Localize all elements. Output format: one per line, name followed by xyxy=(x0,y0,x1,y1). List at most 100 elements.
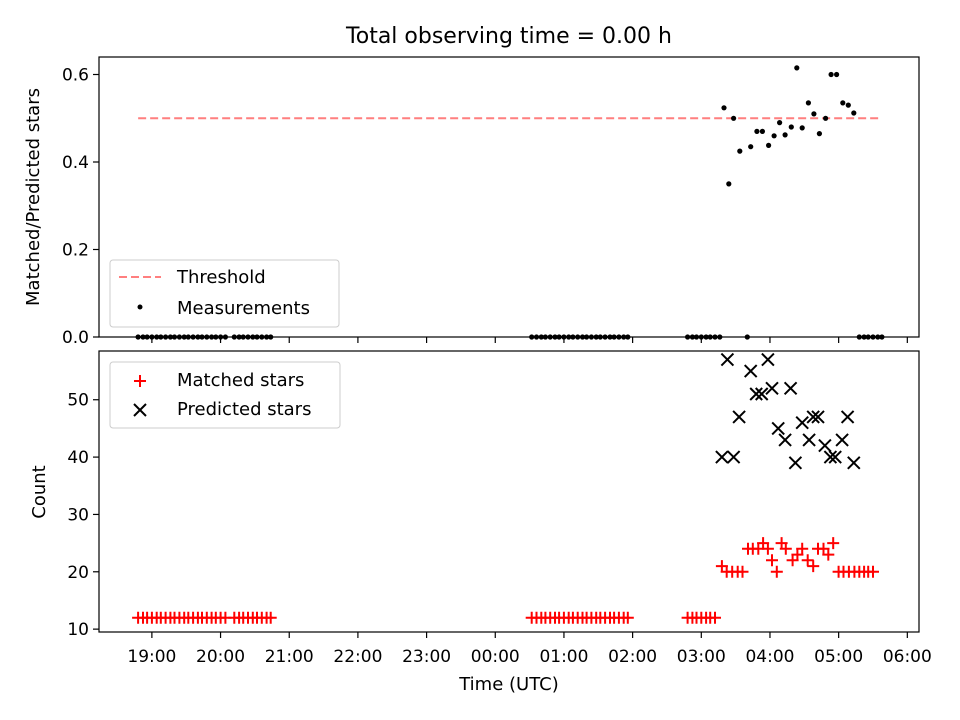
top-y-tick-label: 0.6 xyxy=(62,66,89,86)
predicted-star-point xyxy=(754,387,769,401)
bottom-y-tick-label: 20 xyxy=(67,563,89,583)
predicted-star-point xyxy=(761,352,775,367)
predicted-star-point xyxy=(783,381,798,396)
measurement-point xyxy=(834,71,840,78)
predicted-star-point xyxy=(818,438,832,453)
predicted-star-point xyxy=(749,387,763,401)
measurement-point xyxy=(726,181,732,187)
matched-star-point xyxy=(264,611,277,624)
matched-star-point xyxy=(801,554,814,567)
matched-star-point xyxy=(709,611,721,624)
bottom-y-tick-label: 30 xyxy=(67,505,89,525)
top-x-ticks xyxy=(151,337,908,343)
bottom-y-tick-label: 10 xyxy=(67,620,89,640)
x-tick-label: 19:00 xyxy=(127,647,176,667)
x-tick-label: 00:00 xyxy=(471,647,520,667)
x-tick-label: 02:00 xyxy=(608,647,657,667)
measurement-point xyxy=(777,120,783,126)
measurement-point xyxy=(748,144,754,150)
matched-star-point xyxy=(796,542,809,555)
measurement-point xyxy=(771,133,777,139)
x-tick-label: 22:00 xyxy=(333,647,382,667)
measurement-point xyxy=(754,128,760,134)
matched-legend-label: Matched stars xyxy=(177,370,304,391)
matched-star-point xyxy=(827,537,840,550)
predicted-star-point xyxy=(720,352,735,367)
top-y-tick-label: 0.0 xyxy=(62,328,89,348)
top-y-tick-label: 0.4 xyxy=(62,153,89,173)
predicted-star-point xyxy=(811,410,825,424)
matched-legend-swatch xyxy=(134,375,146,387)
matched-star-point xyxy=(621,611,634,624)
measurements-legend-swatch xyxy=(137,304,143,310)
predicted-legend-swatch xyxy=(133,403,147,417)
predicted-star-point xyxy=(732,410,746,424)
bottom-legend-box xyxy=(109,361,341,429)
measurement-point xyxy=(851,110,857,116)
ratio-panel: 0.0 0.2 0.4 0.6 Matched/Predicted stars Thr… xyxy=(23,56,920,348)
predicted-star-point xyxy=(835,433,849,447)
measurement-point xyxy=(731,115,737,121)
counts-panel: 10 20 30 40 50 19:00 20:00 21:00 22:00 23:00 00:0… xyxy=(29,351,932,667)
measurement-point xyxy=(794,65,800,71)
measurement-point xyxy=(788,124,794,130)
matched-star-point xyxy=(766,554,778,567)
measurement-point xyxy=(782,132,788,138)
x-tick-label: 03:00 xyxy=(677,647,726,667)
predicted-star-point xyxy=(828,450,842,464)
x-tick-label: 04:00 xyxy=(745,647,794,667)
matched-star-point xyxy=(761,542,774,555)
x-tick-label: 21:00 xyxy=(265,647,314,667)
top-ylabel: Matched/Predicted stars xyxy=(23,88,44,306)
matched-star-point xyxy=(736,565,749,578)
predicted-star-point xyxy=(840,410,855,424)
x-tick-label: 05:00 xyxy=(814,647,863,667)
top-axes-frame xyxy=(98,56,920,338)
measurement-point xyxy=(823,115,829,121)
predicted-star-point xyxy=(715,450,729,464)
measurement-point xyxy=(816,131,823,137)
x-tick-label: 23:00 xyxy=(402,647,451,667)
predicted-legend-label: Predicted stars xyxy=(177,399,311,420)
predicted-star-point xyxy=(743,364,758,378)
measurement-point xyxy=(759,128,766,134)
threshold-legend-label: Threshold xyxy=(176,267,266,288)
measurement-point xyxy=(845,102,851,108)
measurement-point xyxy=(828,71,834,78)
predicted-star-point xyxy=(765,381,779,396)
bottom-ylabel: Count xyxy=(29,465,50,518)
matched-star-point xyxy=(807,560,820,573)
predicted-star-point xyxy=(847,456,861,470)
chart-title: Total observing time = 0.00 h xyxy=(345,24,672,49)
top-y-ticks: 0.0 0.2 0.4 0.6 xyxy=(62,66,99,348)
top-marks xyxy=(135,65,885,340)
predicted-star-point xyxy=(795,415,809,430)
top-legend-box xyxy=(109,259,340,328)
predicted-star-point xyxy=(802,433,816,447)
bottom-marks xyxy=(132,354,879,624)
measurements-legend-label: Measurements xyxy=(177,298,310,319)
top-y-tick-label: 0.2 xyxy=(62,241,89,261)
predicted-star-point xyxy=(806,410,820,424)
x-tick-label: 01:00 xyxy=(539,647,588,667)
measurement-point xyxy=(799,125,805,131)
measurement-point xyxy=(737,148,743,154)
measurement-point xyxy=(721,105,727,111)
bottom-legend: Matched stars Predicted stars xyxy=(109,361,341,429)
bottom-y-tick-label: 40 xyxy=(67,448,89,468)
predicted-star-point xyxy=(771,421,785,436)
x-tick-label: 20:00 xyxy=(196,647,245,667)
x-axis-label: Time (UTC) xyxy=(458,674,559,695)
bottom-y-tick-label: 50 xyxy=(67,391,89,411)
measurement-point xyxy=(811,111,817,117)
predicted-star-point xyxy=(823,450,838,464)
matched-star-point xyxy=(779,542,792,555)
predicted-star-point xyxy=(778,433,792,447)
bottom-x-ticks: 19:00 20:00 21:00 22:00 23:00 00:00 01:00 02:00… xyxy=(127,632,932,667)
predicted-star-point xyxy=(726,450,741,464)
measurement-point xyxy=(805,100,812,106)
bottom-y-ticks: 10 20 30 40 50 xyxy=(67,391,99,640)
measurement-point xyxy=(766,142,772,148)
